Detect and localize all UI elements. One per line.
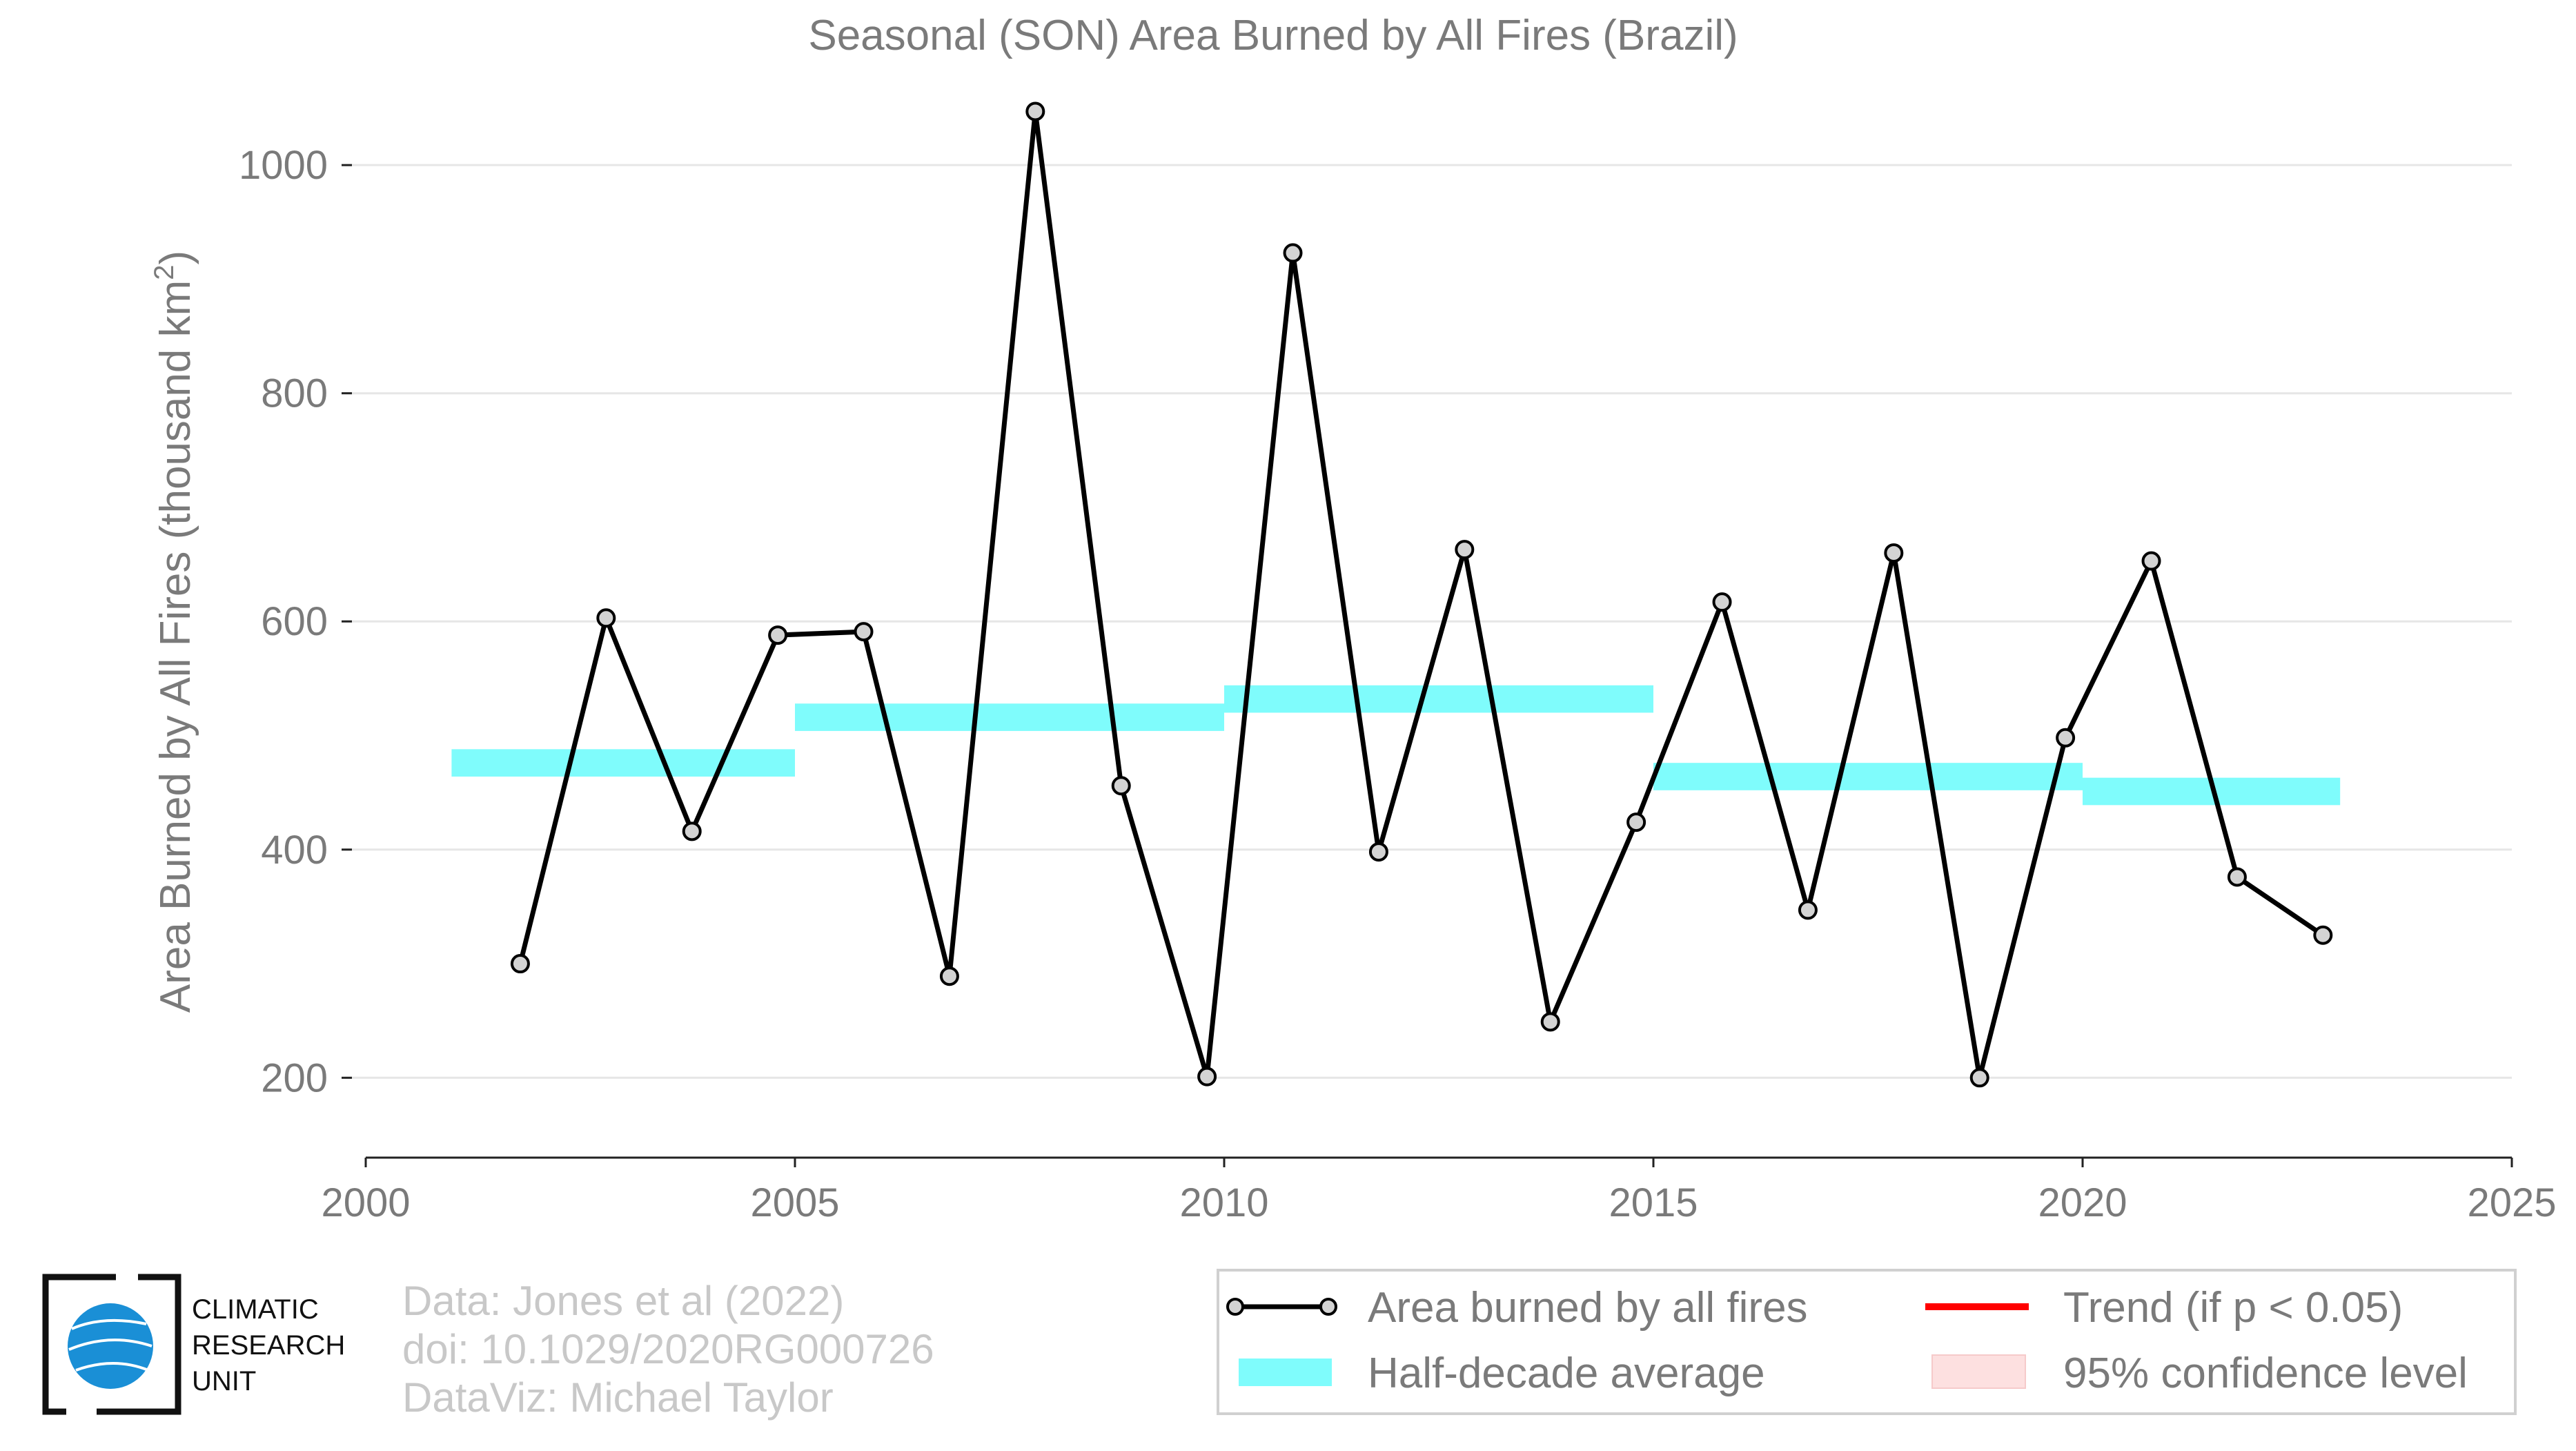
legend-box	[1217, 1269, 2517, 1415]
data-point-marker	[939, 966, 959, 986]
data-point-marker	[1712, 592, 1732, 612]
x-tick-label: 2000	[321, 1180, 410, 1225]
data-point-marker	[1455, 540, 1475, 560]
cru-logo: CLIMATIC RESEARCH UNIT	[42, 1274, 345, 1415]
legend-half-decade-swatch	[1239, 1359, 1332, 1386]
half-decade-average-bar	[451, 749, 795, 777]
data-point-marker	[2141, 551, 2161, 571]
half-decade-average-bar	[1224, 685, 1653, 713]
logo-bracket-left	[42, 1274, 116, 1415]
logo-text-line1: CLIMATIC	[192, 1294, 319, 1325]
data-point-marker	[1540, 1012, 1560, 1032]
y-axis-label: Area Burned by All Fires (thousand km2)	[149, 251, 199, 1013]
y-axis-ticks: 200 400 600 800 1000	[239, 143, 352, 1100]
half-decade-average-bars	[451, 685, 2341, 806]
x-tick-label: 2005	[750, 1180, 839, 1225]
legend-confidence-label: 95% confidence level	[2063, 1350, 2468, 1397]
data-point-marker	[854, 622, 874, 642]
data-point-marker	[510, 954, 530, 974]
logo-text-line2: RESEARCH	[192, 1330, 345, 1361]
data-point-marker	[2313, 925, 2333, 945]
data-point-marker	[768, 625, 788, 645]
x-axis-ticks: 2000 2005 2010 2015 2020 2025	[321, 1158, 2557, 1225]
legend: Area burned by all fires Trend (if p < 0…	[1217, 1269, 2517, 1415]
data-point-marker	[682, 821, 702, 841]
credit-dataviz: DataViz: Michael Taylor	[402, 1374, 834, 1421]
y-axis-label-close: )	[152, 251, 199, 265]
y-gridlines	[345, 164, 2512, 1079]
data-point-marker	[1884, 543, 1904, 563]
x-tick-label: 2020	[2038, 1180, 2127, 1225]
x-tick-label: 2025	[2467, 1180, 2556, 1225]
half-decade-average-bar	[795, 703, 1224, 731]
chart-title: Seasonal (SON) Area Burned by All Fires …	[808, 12, 1738, 59]
data-point-marker	[2056, 728, 2076, 748]
data-point-marker	[1798, 900, 1818, 920]
y-axis-label-main: Area Burned by All Fires (thousand km	[152, 280, 199, 1013]
globe-swirl-2	[68, 1338, 153, 1351]
legend-series-label: Area burned by all fires	[1368, 1284, 1808, 1332]
series-layer	[510, 101, 2333, 1088]
half-decade-average-bar	[1653, 763, 2083, 790]
data-point-marker	[1283, 243, 1303, 263]
legend-series-marker-right	[1319, 1298, 1337, 1316]
y-axis-label-superscript: 2	[149, 265, 179, 280]
legend-half-decade-label: Half-decade average	[1368, 1350, 1765, 1397]
data-point-marker	[1969, 1068, 1989, 1088]
data-point-marker	[2227, 867, 2247, 887]
globe-swirl-3	[75, 1362, 149, 1372]
x-tick-label: 2010	[1179, 1180, 1268, 1225]
y-tick-label: 1000	[239, 143, 328, 188]
credit-doi: doi: 10.1029/2020RG000726	[402, 1326, 934, 1372]
data-point-marker	[596, 608, 616, 628]
logo-bracket-right	[97, 1274, 181, 1415]
data-point-marker	[1197, 1067, 1217, 1087]
data-point-marker	[1626, 812, 1646, 832]
series-line	[518, 108, 2325, 1080]
data-point-marker	[1025, 101, 1045, 121]
credit-data-source: Data: Jones et al (2022)	[402, 1278, 844, 1324]
logo-text-line3: UNIT	[192, 1366, 256, 1396]
data-point-marker	[1368, 842, 1388, 862]
y-tick-label: 800	[261, 371, 328, 416]
data-point-marker	[1111, 776, 1131, 796]
legend-confidence-swatch	[1931, 1354, 2026, 1389]
legend-trend-label: Trend (if p < 0.05)	[2063, 1284, 2403, 1332]
y-tick-label: 200	[261, 1055, 328, 1100]
y-tick-label: 600	[261, 599, 328, 644]
y-tick-label: 400	[261, 828, 328, 873]
globe-swirl-1	[71, 1318, 147, 1330]
legend-series-marker-left	[1226, 1298, 1244, 1316]
x-tick-label: 2015	[1609, 1180, 1698, 1225]
